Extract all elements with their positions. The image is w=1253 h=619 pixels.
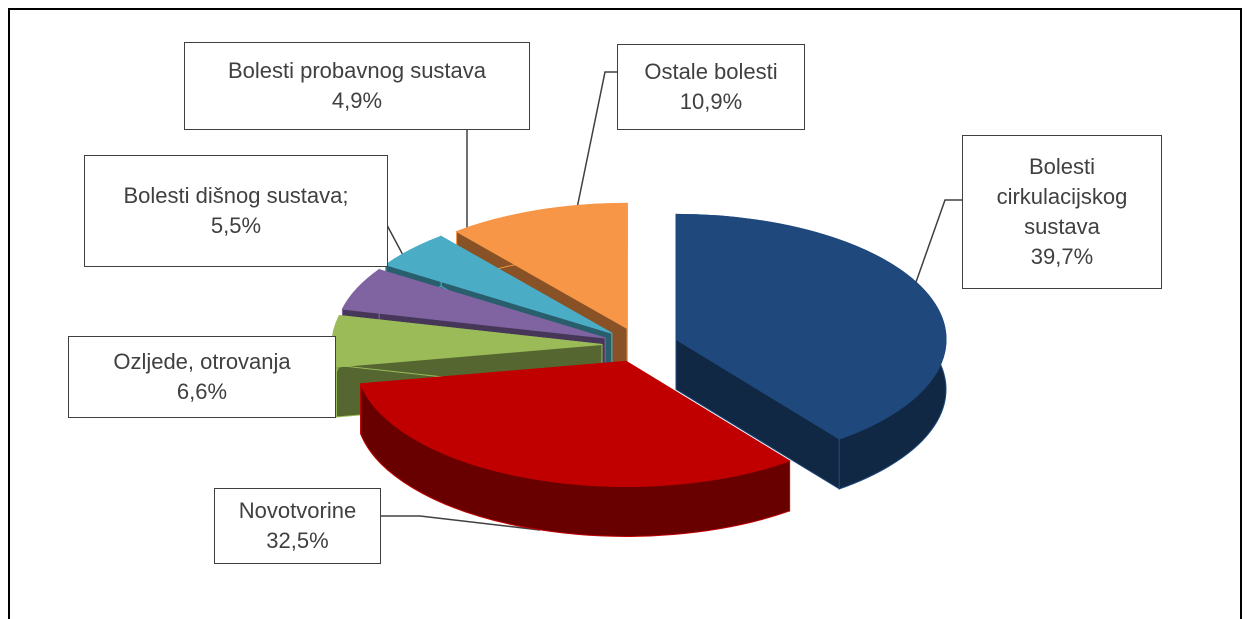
data-label: Novotvorine 32,5% xyxy=(214,488,381,564)
slice-side xyxy=(676,339,840,489)
label-value: 32,5% xyxy=(266,528,329,553)
label-name: Bolesti probavnog sustava xyxy=(227,58,487,83)
leader-line xyxy=(574,71,617,219)
label-value: 5,5% xyxy=(210,213,262,238)
label-value: 6,6% xyxy=(176,379,228,404)
label-value: 4,9% xyxy=(331,88,383,113)
label-name: Novotvorine xyxy=(238,498,357,523)
label-value: 39,7% xyxy=(1030,244,1094,269)
data-label: Ostale bolesti 10,9% xyxy=(617,44,805,130)
label-name: Ozljede, otrovanja xyxy=(113,349,291,374)
data-label: Ozljede, otrovanja 6,6% xyxy=(68,336,336,418)
slice xyxy=(359,360,791,487)
chart-frame xyxy=(8,8,1242,619)
slice-side xyxy=(360,383,790,537)
data-label: Bolesti dišnog sustava; 5,5% xyxy=(84,155,388,267)
slice xyxy=(675,213,947,440)
leader-line xyxy=(914,199,962,286)
slice xyxy=(341,269,606,339)
label-name: Bolesti cirkulacijskog sustava xyxy=(996,154,1128,239)
label-name: Bolesti dišnog sustava; xyxy=(123,183,349,208)
label-name: Ostale bolesti xyxy=(644,59,778,84)
slice xyxy=(455,202,628,330)
leader-line xyxy=(381,515,541,531)
pie xyxy=(331,202,947,537)
label-value: 10,9% xyxy=(679,89,743,114)
data-label: Bolesti probavnog sustava 4,9% xyxy=(184,42,530,130)
data-label: Bolesti cirkulacijskog sustava 39,7% xyxy=(962,135,1162,289)
